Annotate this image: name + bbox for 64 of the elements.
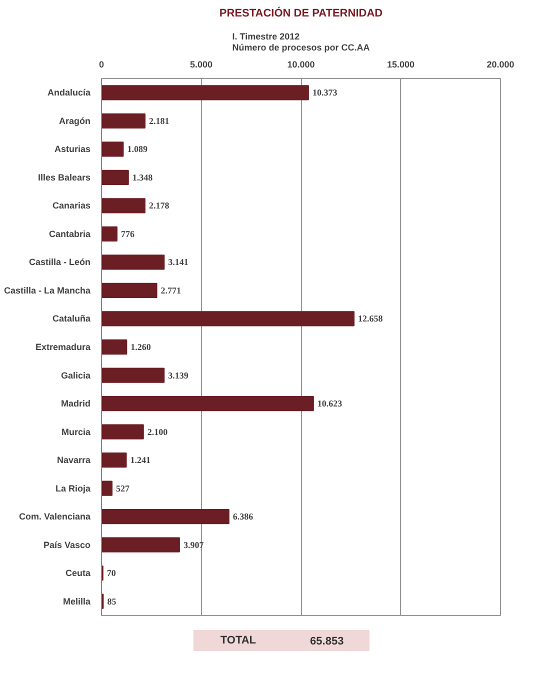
x-tick-label: 15.000 (386, 60, 415, 70)
bar (102, 509, 230, 524)
data-label: 3.907 (183, 540, 204, 550)
y-tick-label: Com. Valenciana (18, 512, 92, 522)
data-label: 3.141 (168, 257, 189, 268)
data-label: 1.260 (130, 342, 152, 352)
data-label: 2.771 (160, 285, 182, 296)
data-label: 2.100 (147, 426, 168, 437)
y-tick-label: Castilla - La Mancha (4, 285, 92, 296)
x-tick-label: 0 (98, 60, 104, 70)
bar (102, 113, 146, 128)
y-tick-label: Asturias (54, 144, 90, 154)
data-label: 1.089 (127, 144, 148, 154)
bar (102, 368, 165, 383)
y-tick-label: Castilla - León (28, 257, 91, 268)
data-label: 2.178 (148, 200, 170, 211)
bar (102, 396, 314, 412)
text: 65.853 (310, 636, 344, 648)
y-tick-label: País Vasco (43, 540, 91, 550)
data-label: 10.623 (317, 398, 343, 409)
data-label: 527 (116, 483, 130, 494)
y-tick-label: Galicia (60, 370, 92, 380)
data-label: 1.241 (130, 455, 152, 466)
y-tick-label: Illes Balears (38, 172, 91, 182)
bar (102, 452, 127, 468)
y-tick-label: Extremadura (35, 342, 92, 352)
text: TOTAL (220, 634, 256, 646)
data-label: 3.139 (168, 370, 189, 380)
y-tick-label: Andalucía (47, 88, 92, 98)
data-label: 6.386 (232, 512, 254, 522)
y-tick-label: La Rioja (55, 483, 92, 494)
data-label: 12.658 (358, 314, 384, 324)
x-tick-label: 20.000 (486, 60, 514, 70)
bar (102, 254, 165, 270)
bar (102, 424, 144, 440)
data-label: 10.373 (312, 88, 338, 98)
bar (102, 282, 158, 298)
x-tick-label: 5.000 (190, 60, 213, 70)
y-tick-label: Aragón (59, 116, 90, 126)
bar (102, 339, 128, 355)
y-tick-label: Navarra (56, 455, 92, 466)
bar (102, 480, 113, 496)
y-tick-label: Cantabria (48, 228, 92, 239)
chart-subtitle: I. Timestre 2012 Número de procesos por CC.AA (232, 32, 370, 52)
bar (102, 226, 118, 242)
x-tick-label: 10.000 (287, 60, 315, 70)
data-label: 2.181 (149, 116, 170, 126)
chart-title: PRESTACIÓN DE PATERNIDAD (219, 6, 383, 20)
bar (102, 170, 129, 185)
data-label: 1.348 (132, 172, 154, 182)
y-tick-label: Ceuta (65, 568, 92, 578)
data-label: 85 (107, 596, 117, 606)
y-tick-label: Canarias (52, 200, 91, 211)
y-tick-label: Murcia (61, 426, 92, 437)
y-tick-label: Melilla (62, 596, 92, 606)
bar (102, 85, 309, 100)
y-tick-label: Madrid (61, 398, 91, 409)
y-tick-label: Cataluña (52, 314, 92, 324)
data-label: 70 (106, 568, 116, 578)
bar (102, 198, 146, 214)
bar (102, 311, 355, 326)
data-label: 776 (120, 228, 135, 239)
bar (102, 537, 180, 552)
bar (102, 142, 124, 157)
